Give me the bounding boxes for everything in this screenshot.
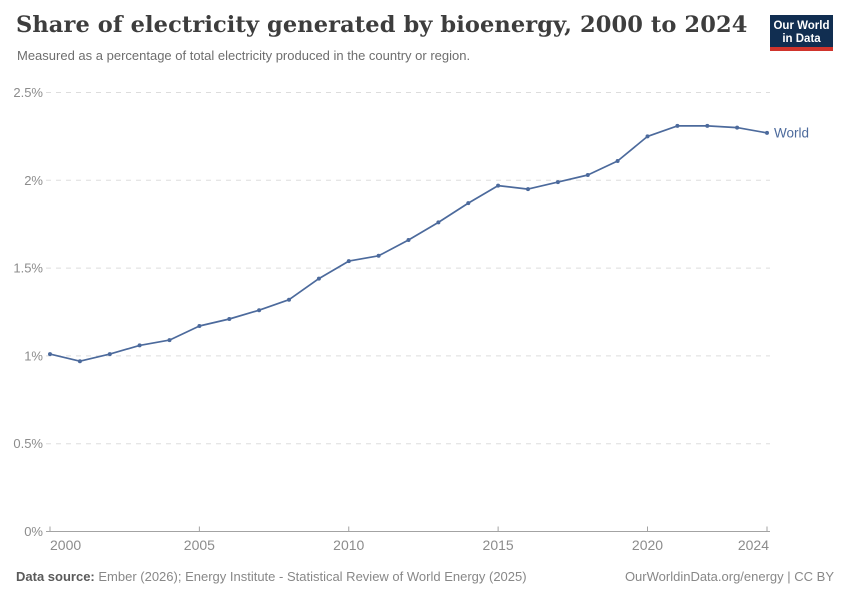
data-point[interactable]: [346, 259, 351, 264]
owid-logo-line1: Our World: [773, 20, 830, 32]
data-source-text: Ember (2026); Energy Institute - Statist…: [94, 569, 527, 584]
data-point[interactable]: [555, 180, 560, 185]
owid-logo[interactable]: Our World in Data: [770, 15, 833, 51]
data-source-label: Data source:: [16, 569, 95, 584]
data-point[interactable]: [257, 308, 262, 313]
data-point[interactable]: [167, 338, 172, 343]
x-tick-label: 2020: [632, 537, 663, 553]
data-point[interactable]: [287, 297, 291, 302]
data-point[interactable]: [585, 173, 590, 177]
data-point[interactable]: [615, 159, 620, 163]
data-point[interactable]: [107, 352, 112, 357]
x-tick-label: 2000: [50, 537, 81, 553]
series-label-world[interactable]: World: [774, 125, 809, 140]
data-point[interactable]: [526, 187, 530, 192]
data-point[interactable]: [645, 134, 650, 139]
data-point[interactable]: [77, 359, 82, 364]
x-tick-label: 2005: [184, 537, 215, 553]
data-point[interactable]: [675, 123, 680, 128]
x-tick-label: 2024: [738, 537, 769, 553]
data-point[interactable]: [137, 343, 142, 348]
data-point[interactable]: [735, 125, 740, 130]
y-tick-label: 0.5%: [13, 436, 43, 451]
y-tick-label: 0%: [24, 524, 43, 539]
attribution: OurWorldinData.org/energy | CC BY: [624, 569, 834, 584]
page-title: Share of electricity generated by bioene…: [16, 12, 748, 38]
data-point[interactable]: [466, 201, 471, 206]
data-source: Data source: Ember (2026); Energy Instit…: [16, 569, 527, 584]
y-tick-label: 1%: [24, 348, 43, 363]
y-tick-label: 2%: [24, 173, 43, 188]
data-point[interactable]: [496, 183, 501, 188]
x-tick-label: 2015: [483, 537, 514, 553]
data-point[interactable]: [227, 317, 232, 321]
data-point[interactable]: [436, 220, 441, 225]
y-tick-label: 1.5%: [13, 261, 43, 276]
data-point[interactable]: [705, 123, 710, 128]
data-point[interactable]: [48, 352, 52, 357]
y-tick-label: 2.5%: [13, 85, 43, 100]
data-point[interactable]: [197, 324, 202, 328]
data-point[interactable]: [316, 276, 321, 281]
data-point[interactable]: [765, 130, 769, 135]
data-point[interactable]: [376, 253, 381, 258]
owid-logo-line2: in Data: [782, 33, 821, 45]
series-line-world[interactable]: [49, 125, 768, 363]
chart-subtitle: Measured as a percentage of total electr…: [17, 48, 471, 63]
data-point[interactable]: [406, 238, 411, 242]
x-tick-label: 2010: [333, 537, 364, 553]
